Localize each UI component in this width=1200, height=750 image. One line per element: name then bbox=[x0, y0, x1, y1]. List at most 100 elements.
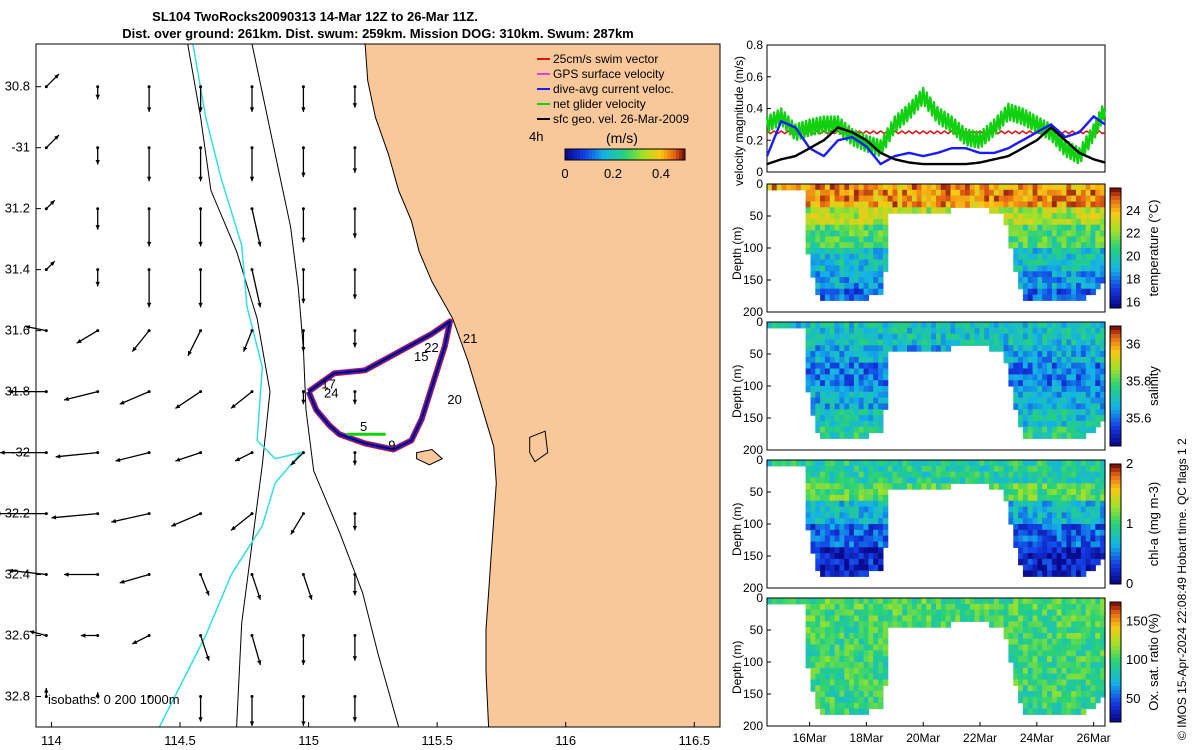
section-cell bbox=[882, 391, 889, 399]
section-cell bbox=[1061, 702, 1067, 710]
section-cell bbox=[882, 512, 889, 519]
vector-arrowhead bbox=[175, 404, 181, 409]
vector-arrowhead bbox=[119, 400, 125, 405]
section-cell bbox=[1032, 397, 1038, 404]
section-cell bbox=[1066, 224, 1072, 232]
section-cell bbox=[1076, 553, 1082, 560]
section-cell bbox=[1018, 529, 1024, 537]
section-cell bbox=[1032, 271, 1038, 278]
section-cell bbox=[824, 615, 831, 622]
section-cell bbox=[984, 201, 990, 208]
section-cell bbox=[1042, 351, 1048, 358]
section-colorbar-segment bbox=[1110, 208, 1121, 213]
section-cell bbox=[878, 465, 884, 473]
section-cell bbox=[863, 356, 869, 364]
section-cell bbox=[1037, 253, 1043, 261]
section-cell bbox=[1037, 524, 1043, 531]
section-cell bbox=[911, 621, 918, 628]
section-cell bbox=[1090, 184, 1096, 191]
isobath-200m bbox=[251, 43, 400, 728]
section-cell bbox=[1076, 598, 1082, 605]
section-cell bbox=[1027, 632, 1034, 640]
section-cell bbox=[882, 667, 889, 675]
section-cell bbox=[1022, 351, 1029, 358]
section-cell bbox=[853, 248, 860, 255]
section-cell bbox=[1032, 248, 1038, 255]
colorbar-segment bbox=[661, 149, 665, 160]
section-cell bbox=[829, 362, 836, 370]
section-cell bbox=[1061, 339, 1067, 346]
section-cell bbox=[820, 253, 826, 261]
section-cell bbox=[989, 201, 995, 208]
section-cell bbox=[849, 420, 855, 428]
section-cell bbox=[849, 322, 855, 329]
section-cell bbox=[1042, 242, 1048, 249]
section-cell bbox=[974, 189, 980, 197]
section-cell bbox=[824, 189, 831, 197]
vector-arrowhead bbox=[8, 568, 14, 573]
section-cell bbox=[945, 609, 952, 616]
section-cell bbox=[858, 662, 865, 669]
section-cell bbox=[965, 201, 971, 208]
section-cell bbox=[1095, 409, 1101, 416]
section-colorbar-segment bbox=[1110, 280, 1121, 285]
section-cell bbox=[853, 483, 860, 490]
section-cell bbox=[863, 512, 869, 519]
section-cell bbox=[887, 207, 894, 214]
section-cell bbox=[1018, 632, 1024, 640]
section-cell bbox=[829, 558, 836, 566]
section-cell bbox=[1066, 391, 1072, 399]
section-cell bbox=[1008, 465, 1014, 473]
section-cell bbox=[1076, 213, 1082, 220]
section-cell bbox=[931, 189, 937, 197]
section-cell bbox=[815, 609, 821, 616]
section-cell bbox=[1090, 512, 1096, 519]
section-cell bbox=[873, 282, 879, 290]
section-cell bbox=[984, 189, 990, 197]
section-cell bbox=[1042, 362, 1048, 370]
section-cell bbox=[1027, 471, 1034, 478]
section-cell bbox=[1100, 500, 1106, 508]
section-cell bbox=[1095, 615, 1101, 622]
section-cell bbox=[1013, 213, 1019, 220]
section-cell bbox=[1008, 506, 1014, 513]
section-cell bbox=[916, 195, 923, 202]
section-cell bbox=[1071, 564, 1077, 572]
section-cell bbox=[858, 638, 865, 646]
section-cell bbox=[931, 333, 937, 340]
section-cell bbox=[863, 679, 869, 686]
section-colorbar-tick-label: 0 bbox=[1126, 576, 1133, 591]
section-cell bbox=[882, 230, 889, 237]
section-cell bbox=[1061, 621, 1067, 628]
section-cell bbox=[1042, 679, 1048, 686]
section-cell bbox=[868, 386, 874, 393]
section-cell bbox=[853, 460, 860, 467]
vector-arrowhead bbox=[51, 515, 57, 520]
section-cell bbox=[1032, 242, 1038, 249]
section-cell bbox=[829, 656, 836, 663]
island-0 bbox=[416, 448, 444, 466]
section-cell bbox=[868, 685, 874, 692]
section-cell bbox=[1013, 615, 1019, 622]
section-colorbar-segment bbox=[1110, 468, 1121, 473]
section-cell bbox=[820, 471, 826, 478]
section-cell bbox=[1090, 362, 1096, 370]
cyan-contour bbox=[158, 43, 303, 728]
section-ylabel: Depth (m) bbox=[730, 503, 744, 556]
section-cell bbox=[960, 615, 966, 622]
section-cell bbox=[979, 327, 985, 335]
section-cell bbox=[984, 184, 990, 191]
section-cell bbox=[1037, 386, 1043, 393]
section-cell bbox=[829, 351, 836, 358]
section-cell bbox=[820, 368, 826, 375]
map-x-tick-label: 116 bbox=[555, 733, 576, 748]
section-cell bbox=[1056, 512, 1063, 519]
section-colorbar-segment bbox=[1110, 670, 1121, 675]
section-cell bbox=[1085, 632, 1092, 640]
section-cell bbox=[926, 322, 932, 329]
section-cell bbox=[878, 547, 884, 554]
section-cell bbox=[1047, 500, 1053, 508]
section-cell bbox=[873, 638, 879, 646]
section-cell bbox=[824, 598, 831, 605]
section-cell bbox=[911, 615, 918, 622]
